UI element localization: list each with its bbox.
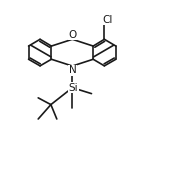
- Text: O: O: [68, 30, 76, 40]
- Text: N: N: [68, 65, 76, 75]
- Text: Si: Si: [68, 83, 78, 93]
- Text: Cl: Cl: [102, 15, 113, 25]
